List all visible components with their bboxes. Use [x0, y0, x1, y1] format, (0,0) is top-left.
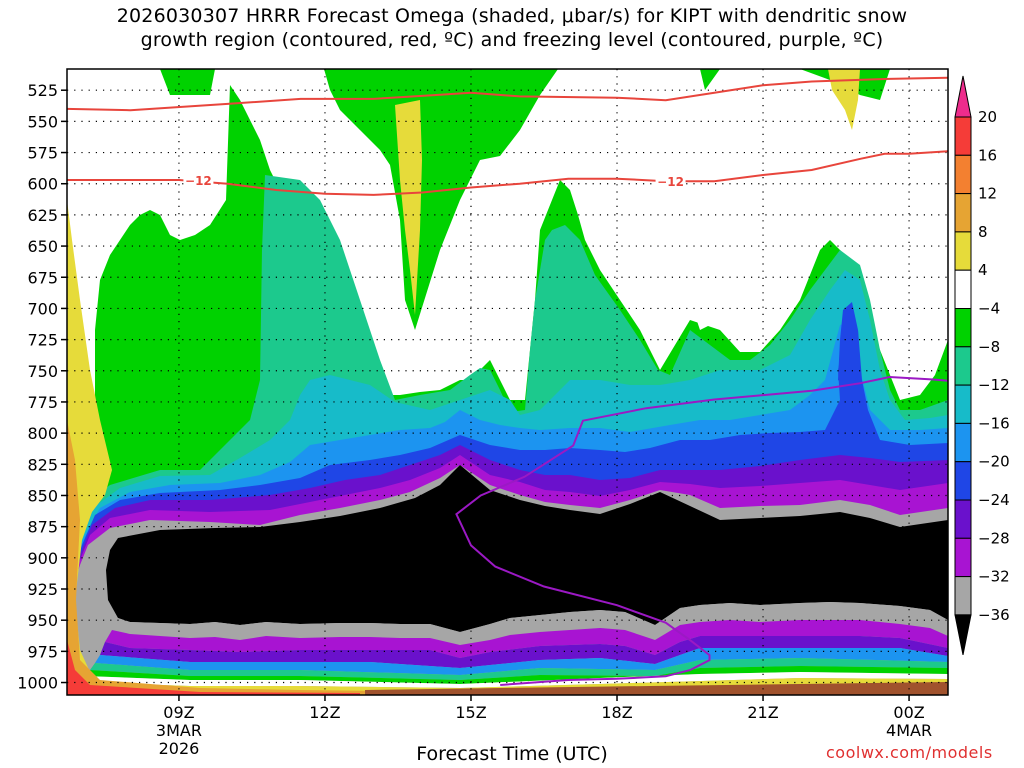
colorbar-segment: [954, 576, 972, 616]
colorbar-label: 20: [978, 108, 997, 126]
omega-band-brown: [365, 682, 948, 695]
y-tick-label: 925: [27, 580, 58, 599]
colorbar-segment: [954, 269, 972, 310]
colorbar-label: −28: [978, 529, 1010, 547]
x-tick-label: 2026: [159, 739, 200, 758]
omega-streak-yellow-3: [828, 69, 860, 130]
contour-label-bg: [655, 173, 686, 189]
colorbar-segment: [954, 537, 972, 578]
colorbar-top-triangle: [954, 75, 972, 118]
colorbar-segment: [954, 461, 972, 501]
omega-band-black: [106, 465, 948, 632]
colorbar-label: 16: [978, 146, 997, 164]
colorbar-segment: [954, 384, 972, 424]
colorbar-label: 4: [978, 261, 988, 279]
colorbar: 20 16 12 8 4 −4 −8 −12 −16 −20 −24 −28 −32 −36: [954, 75, 1010, 655]
y-tick-label: 825: [27, 455, 58, 474]
colorbar-segment: [954, 231, 972, 271]
y-tick-label: 800: [27, 424, 58, 443]
x-axis-label: Forecast Time (UTC): [416, 743, 608, 765]
x-tick-label: 3MAR: [156, 721, 202, 740]
y-tick-label: 550: [27, 112, 58, 131]
x-tick-label: 09Z: [163, 703, 194, 722]
y-tick-label: 1000: [17, 674, 58, 693]
colorbar-label: −20: [978, 453, 1010, 471]
colorbar-label: 8: [978, 223, 988, 241]
colorbar-label: −8: [978, 338, 1000, 356]
omega-core-darkblue: [838, 302, 860, 390]
y-tick-label: 700: [27, 299, 58, 318]
dgz-upper-contour: [67, 76, 948, 112]
omega-shading: [67, 69, 948, 695]
colorbar-segment: [954, 116, 972, 156]
site-credit: coolwx.com/models: [826, 743, 993, 762]
omega-gap-white-2: [893, 69, 948, 330]
omega-band-purple-lower: [105, 620, 948, 658]
omega-band-gray-lower: [112, 602, 948, 645]
colorbar-label: −4: [978, 300, 1000, 318]
colorbar-segment: [954, 154, 972, 195]
y-tick-label: 975: [27, 642, 58, 661]
omega-band-teal-lower: [90, 658, 948, 680]
chart-title: 2026030307 HRRR Forecast Omega (shaded, …: [0, 4, 1024, 52]
x-tick-label: 4MAR: [886, 721, 932, 740]
x-tick-label: 12Z: [309, 703, 340, 722]
x-tick-label: 18Z: [601, 703, 632, 722]
y-tick-label: 650: [27, 237, 58, 256]
colorbar-bottom-triangle: [954, 614, 972, 655]
plot-area: −12 −12: [67, 69, 948, 695]
y-tick-label: 525: [27, 81, 58, 100]
x-tick-label: 15Z: [455, 703, 486, 722]
colorbar-label: −16: [978, 414, 1010, 432]
y-tick-label: 600: [27, 175, 58, 194]
x-tick-label: 00Z: [893, 703, 924, 722]
plot-frame: [66, 68, 949, 696]
omega-band-green-lower: [85, 666, 948, 684]
contour-label-minus12: −12: [185, 174, 212, 188]
y-tick-label: 875: [27, 518, 58, 537]
y-tick-label: 750: [27, 362, 58, 381]
colorbar-segment: [954, 499, 972, 539]
y-tick-label: 850: [27, 486, 58, 505]
colorbar-segment: [954, 308, 972, 348]
y-axis: 525 550 575 600 625 650 675 700 725 750 775 800 825 8…: [17, 81, 67, 693]
dgz-minus12-contour: [67, 150, 948, 196]
colorbar-label: −36: [978, 606, 1010, 624]
y-tick-label: 675: [27, 268, 58, 287]
colorbar-segment: [954, 346, 972, 386]
colorbar-segment: [954, 193, 972, 233]
y-tick-label: 775: [27, 393, 58, 412]
x-tick-label: 21Z: [747, 703, 778, 722]
colorbar-segment: [954, 422, 972, 463]
contour-labels: −12 −12: [183, 171, 686, 189]
contour-label-bg: [183, 171, 214, 187]
y-tick-label: 625: [27, 206, 58, 225]
omega-band-indigo-lower: [100, 636, 948, 668]
colorbar-label: −12: [978, 376, 1010, 394]
omega-band-red: [67, 640, 360, 695]
chart-title-line-2: growth region (contoured, red, ºC) and f…: [140, 29, 884, 51]
omega-streak-yellow-1: [395, 100, 422, 315]
y-tick-label: 575: [27, 144, 58, 163]
freezing-level-contour: [455, 375, 948, 686]
omega-gap-white-1: [600, 69, 740, 330]
y-tick-label: 900: [27, 549, 58, 568]
chart-title-line-1: 2026030307 HRRR Forecast Omega (shaded, …: [116, 5, 908, 27]
colorbar-label: 12: [978, 185, 997, 203]
y-tick-label: 725: [27, 331, 58, 350]
contour-label-minus12: −12: [657, 175, 684, 189]
colorbar-label: −32: [978, 568, 1010, 586]
y-tick-label: 950: [27, 611, 58, 630]
omega-band-white-lower: [80, 672, 948, 688]
colorbar-label: −24: [978, 491, 1010, 509]
omega-band-blue-lower: [95, 648, 948, 675]
